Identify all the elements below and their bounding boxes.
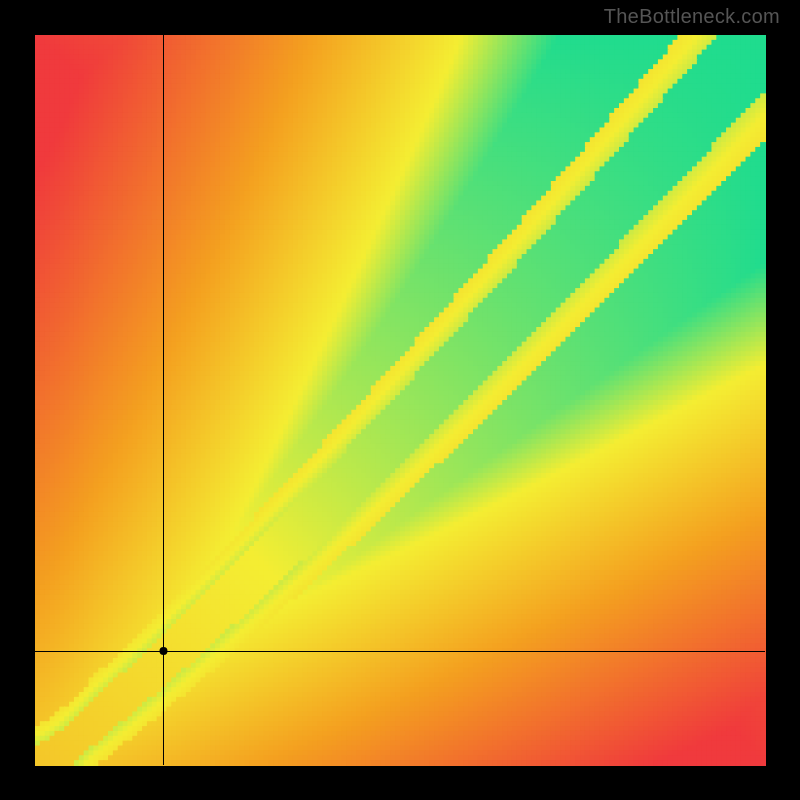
- heatmap-canvas: [0, 0, 800, 800]
- chart-frame: TheBottleneck.com: [0, 0, 800, 800]
- heatmap-plot: [0, 0, 800, 800]
- watermark-text: TheBottleneck.com: [604, 6, 780, 29]
